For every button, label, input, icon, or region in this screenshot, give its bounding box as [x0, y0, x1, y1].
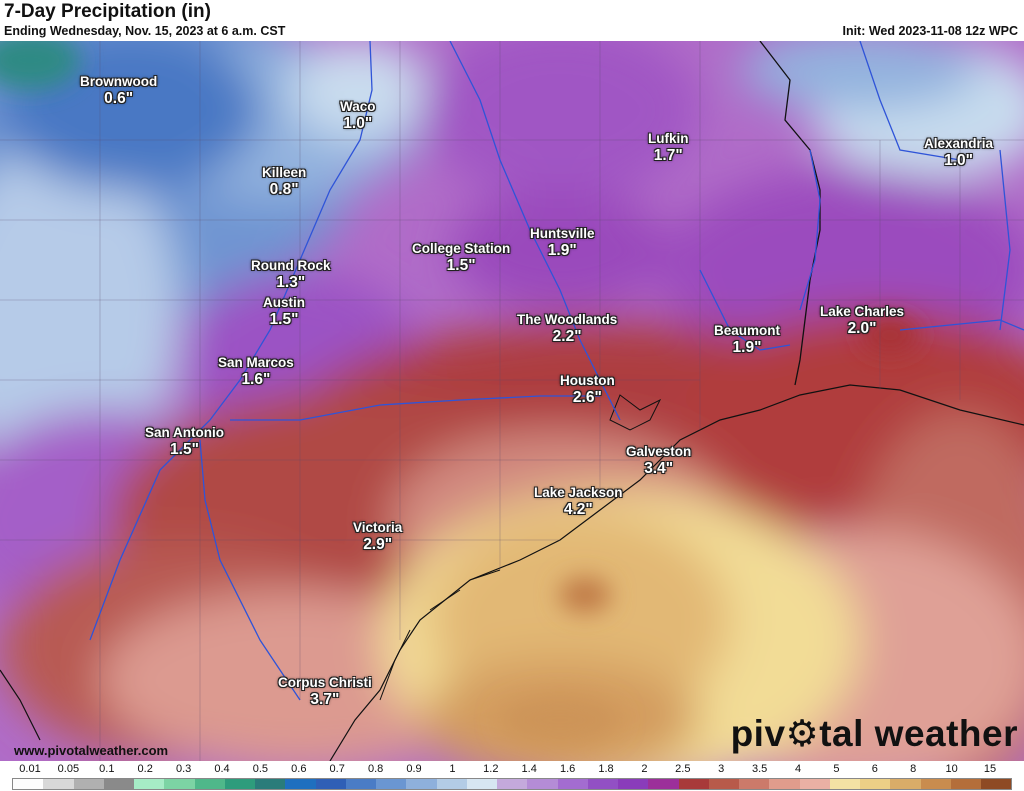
- city-label: Lufkin 1.7": [648, 131, 689, 164]
- legend-swatch: [376, 779, 407, 789]
- legend-swatch: [860, 779, 891, 789]
- legend-swatch: [890, 779, 921, 789]
- precipitation-map: [0, 41, 1024, 761]
- legend-tick-label: 3.5: [751, 763, 768, 775]
- legend-tick-label: 0.8: [367, 763, 384, 775]
- gear-icon: ⚙: [785, 713, 820, 754]
- legend-tick-label: 0.01: [19, 763, 41, 775]
- legend-swatch: [43, 779, 74, 789]
- state-border-south: [0, 669, 41, 741]
- legend-swatch: [618, 779, 649, 789]
- legend-tick-label: 5: [833, 763, 840, 775]
- legend-labels: 0.01 0.05 0.1 0.2 0.3 0.4 0.5 0.6 0.7 0.8 0.9 1 1.2 1…: [0, 761, 1024, 777]
- rivers: [89, 41, 1024, 701]
- city-label: Killeen 0.8": [262, 165, 307, 198]
- header: 7-Day Precipitation (in) Ending Wednesda…: [0, 0, 1024, 41]
- legend-swatch: [13, 779, 44, 789]
- legend-swatch: [103, 779, 134, 789]
- legend-swatch: [466, 779, 497, 789]
- legend-swatch: [920, 779, 951, 789]
- legend-tick-label: 0.3: [175, 763, 192, 775]
- bay-outline: [609, 394, 662, 431]
- city-label: San Antonio 1.5": [145, 425, 224, 458]
- legend-swatch: [799, 779, 830, 789]
- state-border: [759, 41, 821, 386]
- city-label: San Marcos 1.6": [218, 355, 294, 388]
- legend-tick-label: 10: [945, 763, 958, 775]
- precip-field: [0, 41, 1024, 761]
- legend-tick-label: 0.5: [252, 763, 269, 775]
- legend-swatch: [345, 779, 376, 789]
- legend-swatch: [406, 779, 437, 789]
- color-legend: 0.01 0.05 0.1 0.2 0.3 0.4 0.5 0.6 0.7 0.8 0.9 1 1.2 1…: [0, 761, 1024, 791]
- legend-tick-label: 0.9: [406, 763, 422, 775]
- city-label: Austin 1.5": [263, 295, 305, 328]
- legend-swatch: [73, 779, 104, 789]
- map-subtitle: Ending Wednesday, Nov. 15, 2023 at 6 a.m…: [4, 24, 286, 38]
- coastal-islands: [379, 569, 501, 701]
- legend-tick-label: 0.1: [99, 763, 115, 775]
- legend-tick-label: 2: [641, 763, 648, 775]
- city-label: Houston 2.6": [560, 373, 615, 406]
- legend-tick-label: 1.6: [559, 763, 576, 775]
- city-label: Waco 1.0": [340, 99, 376, 132]
- legend-tick-label: 0.4: [214, 763, 230, 775]
- city-label: Lake Jackson 4.2": [534, 485, 623, 518]
- city-label: College Station 1.5": [412, 241, 511, 274]
- legend-tick-label: 0.6: [291, 763, 307, 775]
- legend-tick-label: 0.7: [329, 763, 345, 775]
- legend-swatch: [194, 779, 225, 789]
- legend-swatch: [285, 779, 316, 789]
- legend-swatch: [739, 779, 770, 789]
- legend-tick-label: 8: [910, 763, 917, 775]
- init-time: Init: Wed 2023-11-08 12z WPC: [842, 24, 1018, 38]
- legend-swatch: [829, 779, 860, 789]
- legend-tick-label: 3: [718, 763, 725, 775]
- legend-swatch: [708, 779, 739, 789]
- legend-swatch: [497, 779, 528, 789]
- legend-swatch: [678, 779, 709, 789]
- legend-swatch: [315, 779, 346, 789]
- legend-tick-label: 6: [871, 763, 878, 775]
- legend-swatch: [224, 779, 255, 789]
- city-label: The Woodlands 2.2": [517, 312, 618, 345]
- city-label: Victoria 2.9": [353, 520, 403, 553]
- legend-tick-label: 4: [794, 763, 802, 775]
- legend-tick-label: 1.4: [521, 763, 537, 775]
- legend-swatch: [950, 779, 981, 789]
- legend-swatch: [164, 779, 195, 789]
- city-label: Beaumont 1.9": [714, 323, 781, 356]
- city-label: Brownwood 0.6": [80, 74, 158, 107]
- county-lines: [0, 41, 1024, 761]
- legend-swatch: [587, 779, 618, 789]
- legend-tick-label: 2.5: [675, 763, 691, 775]
- legend-swatch: [981, 779, 1012, 789]
- legend-swatch: [557, 779, 588, 789]
- legend-tick-label: 1: [449, 763, 456, 775]
- city-label: Lake Charles 2.0": [820, 304, 905, 337]
- website-url: www.pivotalweather.com: [14, 743, 169, 758]
- precip-maxima: [0, 41, 920, 745]
- legend-color-bar: [12, 778, 1012, 790]
- brand-logo: piv⚙tal weather: [730, 713, 1018, 754]
- legend-swatch: [648, 779, 679, 789]
- legend-swatch: [255, 779, 286, 789]
- city-label: Galveston 3.4": [626, 444, 692, 477]
- city-label: Round Rock 1.3": [251, 258, 331, 291]
- legend-tick-label: 0.2: [137, 763, 153, 775]
- city-label: Huntsville 1.9": [530, 226, 595, 259]
- legend-tick-label: 15: [983, 763, 997, 775]
- legend-swatch: [769, 779, 800, 789]
- legend-swatch: [527, 779, 558, 789]
- city-label: Corpus Christi 3.7": [278, 675, 372, 708]
- legend-tick-label: 1.2: [483, 763, 499, 775]
- legend-swatch: [134, 779, 165, 789]
- city-label: Alexandria 1.0": [924, 136, 994, 169]
- legend-swatch: [436, 779, 467, 789]
- map-title: 7-Day Precipitation (in): [4, 1, 211, 22]
- legend-tick-label: 0.05: [57, 763, 80, 775]
- legend-tick-label: 1.8: [598, 763, 614, 775]
